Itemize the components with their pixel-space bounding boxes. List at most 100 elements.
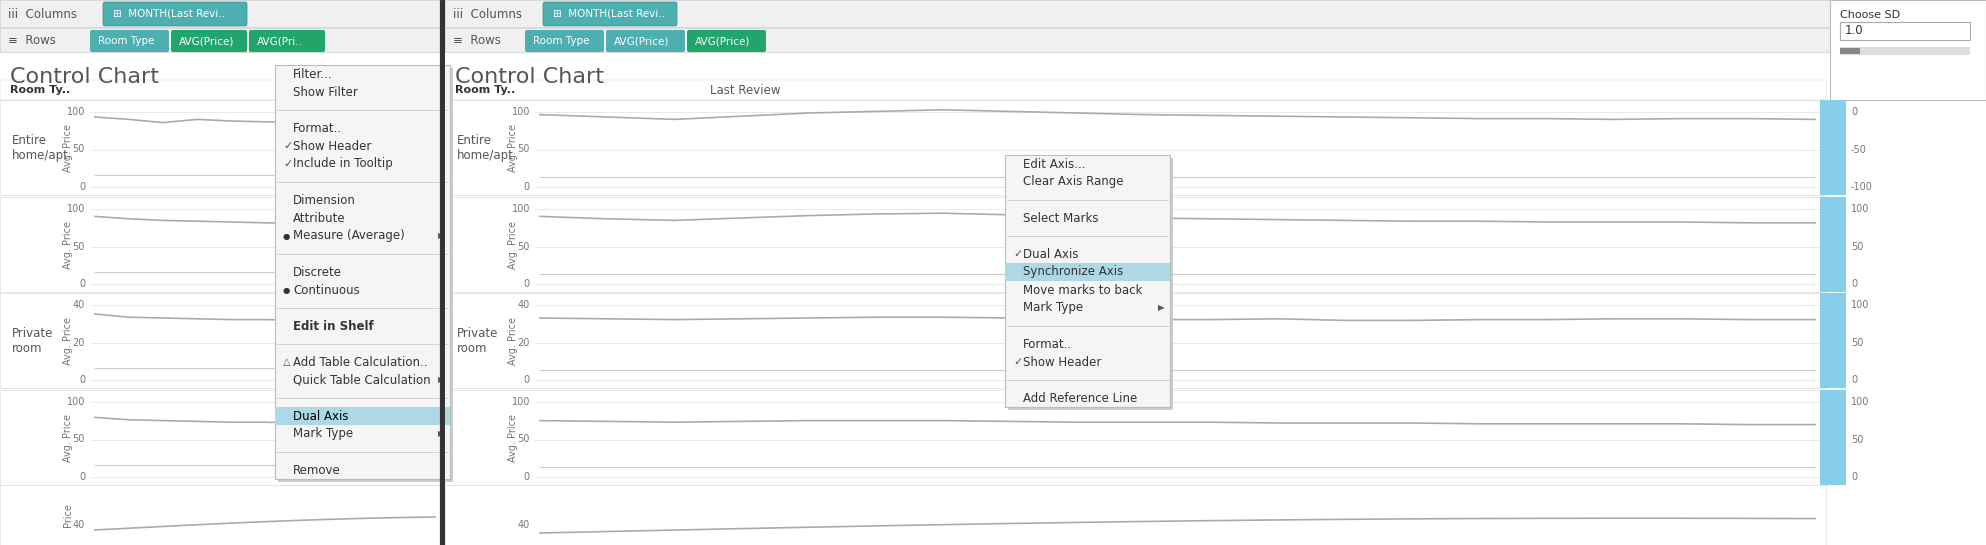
Text: Control Chart: Control Chart [10, 67, 159, 87]
Text: Choose SD: Choose SD [1839, 10, 1901, 20]
Text: Last Review: Last Review [709, 83, 780, 96]
Text: Mark Type: Mark Type [294, 427, 354, 440]
Text: Add Table Calculation..: Add Table Calculation.. [294, 355, 427, 368]
Text: 50: 50 [1851, 337, 1863, 348]
FancyBboxPatch shape [524, 30, 604, 52]
Text: 0: 0 [524, 182, 530, 192]
Text: 50: 50 [73, 434, 85, 445]
Text: ✓: ✓ [1013, 357, 1023, 367]
FancyBboxPatch shape [606, 30, 685, 52]
Text: Private
room: Private room [12, 327, 54, 355]
Bar [0, 0, 441, 545]
Text: Show Filter: Show Filter [294, 86, 357, 99]
Text: 0: 0 [1851, 107, 1857, 117]
Text: ≡  Rows: ≡ Rows [8, 33, 56, 46]
Text: Dual Axis: Dual Axis [1023, 247, 1078, 261]
Text: Room Ty..: Room Ty.. [455, 85, 514, 95]
FancyBboxPatch shape [89, 30, 169, 52]
Text: 50: 50 [518, 144, 530, 154]
Text: -100: -100 [1851, 182, 1873, 192]
FancyBboxPatch shape [248, 30, 326, 52]
Bar [0, 28, 441, 52]
Bar [0, 197, 441, 292]
Text: Avg. Price: Avg. Price [64, 124, 73, 172]
Bar [274, 407, 451, 425]
Bar [445, 0, 1986, 27]
Text: Entire
home/apt: Entire home/apt [457, 134, 514, 162]
Text: -50: -50 [1851, 144, 1867, 154]
Text: ▶: ▶ [439, 376, 445, 385]
Text: ●: ● [282, 232, 290, 240]
Text: Avg. Price: Avg. Price [64, 221, 73, 269]
Text: 100: 100 [512, 397, 530, 407]
Text: Select Marks: Select Marks [1023, 211, 1098, 225]
Text: ✓: ✓ [1013, 249, 1023, 259]
Text: ✓: ✓ [282, 159, 292, 169]
Text: 50: 50 [518, 434, 530, 445]
Bar [1839, 47, 1970, 55]
Text: 0: 0 [79, 472, 85, 482]
Bar [1005, 263, 1170, 281]
Text: Price: Price [64, 503, 73, 527]
Text: Dimension: Dimension [294, 193, 355, 207]
Text: Attribute: Attribute [294, 211, 346, 225]
Text: Discrete: Discrete [294, 265, 342, 278]
Text: 20: 20 [73, 337, 85, 348]
Text: AVG(Price): AVG(Price) [695, 36, 751, 46]
Text: 50: 50 [73, 144, 85, 154]
Text: AVG(Price): AVG(Price) [179, 36, 234, 46]
Bar [0, 390, 441, 485]
Text: Remove: Remove [294, 463, 342, 476]
Text: Entire
home/apt: Entire home/apt [12, 134, 70, 162]
Text: ≡  Rows: ≡ Rows [453, 33, 500, 46]
Text: Mark Type: Mark Type [1023, 301, 1082, 314]
Text: 100: 100 [68, 204, 85, 214]
Text: 0: 0 [1851, 279, 1857, 289]
Text: Show Header: Show Header [294, 140, 371, 153]
Text: 100: 100 [1851, 204, 1869, 214]
Text: 0: 0 [524, 472, 530, 482]
Bar [1005, 155, 1170, 407]
Text: Avg. Price: Avg. Price [1867, 221, 1877, 269]
Text: Avg. Price: Avg. Price [64, 317, 73, 365]
Bar [445, 390, 1825, 485]
Text: ●: ● [282, 286, 290, 294]
Text: 0: 0 [1851, 472, 1857, 482]
Text: 0: 0 [79, 375, 85, 385]
Text: Avg. Price: Avg. Price [64, 414, 73, 462]
Text: 100: 100 [68, 107, 85, 117]
Text: Avg. Price: Avg. Price [1867, 124, 1877, 172]
Text: 100: 100 [1851, 397, 1869, 407]
Text: △: △ [282, 357, 290, 367]
Text: AVG(Price): AVG(Price) [614, 36, 669, 46]
Text: iii  Columns: iii Columns [453, 8, 522, 21]
Text: ▶: ▶ [1158, 304, 1164, 312]
Text: 0: 0 [79, 182, 85, 192]
Text: Avg. Price: Avg. Price [1867, 317, 1877, 365]
Text: Quick Table Calculation: Quick Table Calculation [294, 373, 431, 386]
Bar [278, 68, 453, 482]
Text: 0: 0 [524, 279, 530, 289]
Text: 100: 100 [512, 107, 530, 117]
Text: Room Type: Room Type [532, 36, 590, 46]
Bar [1819, 293, 1847, 388]
Text: Move marks to back: Move marks to back [1023, 283, 1142, 296]
Bar [445, 0, 1986, 545]
Text: Avg. Price: Avg. Price [508, 317, 518, 365]
Text: Continuous: Continuous [294, 283, 359, 296]
Bar [445, 100, 1825, 195]
Text: ✓: ✓ [282, 141, 292, 151]
Bar [0, 100, 441, 195]
Text: Control Chart: Control Chart [455, 67, 604, 87]
Bar [0, 0, 441, 27]
Text: Synchronize Axis: Synchronize Axis [1023, 265, 1124, 278]
FancyBboxPatch shape [103, 2, 246, 26]
Text: 50: 50 [1851, 434, 1863, 445]
Text: Room Ty..: Room Ty.. [10, 85, 70, 95]
Text: 40: 40 [518, 520, 530, 530]
Text: 0: 0 [524, 375, 530, 385]
Text: Edit Axis...: Edit Axis... [1023, 158, 1086, 171]
Text: Room Type: Room Type [97, 36, 155, 46]
Bar [1839, 22, 1970, 40]
FancyBboxPatch shape [171, 30, 246, 52]
